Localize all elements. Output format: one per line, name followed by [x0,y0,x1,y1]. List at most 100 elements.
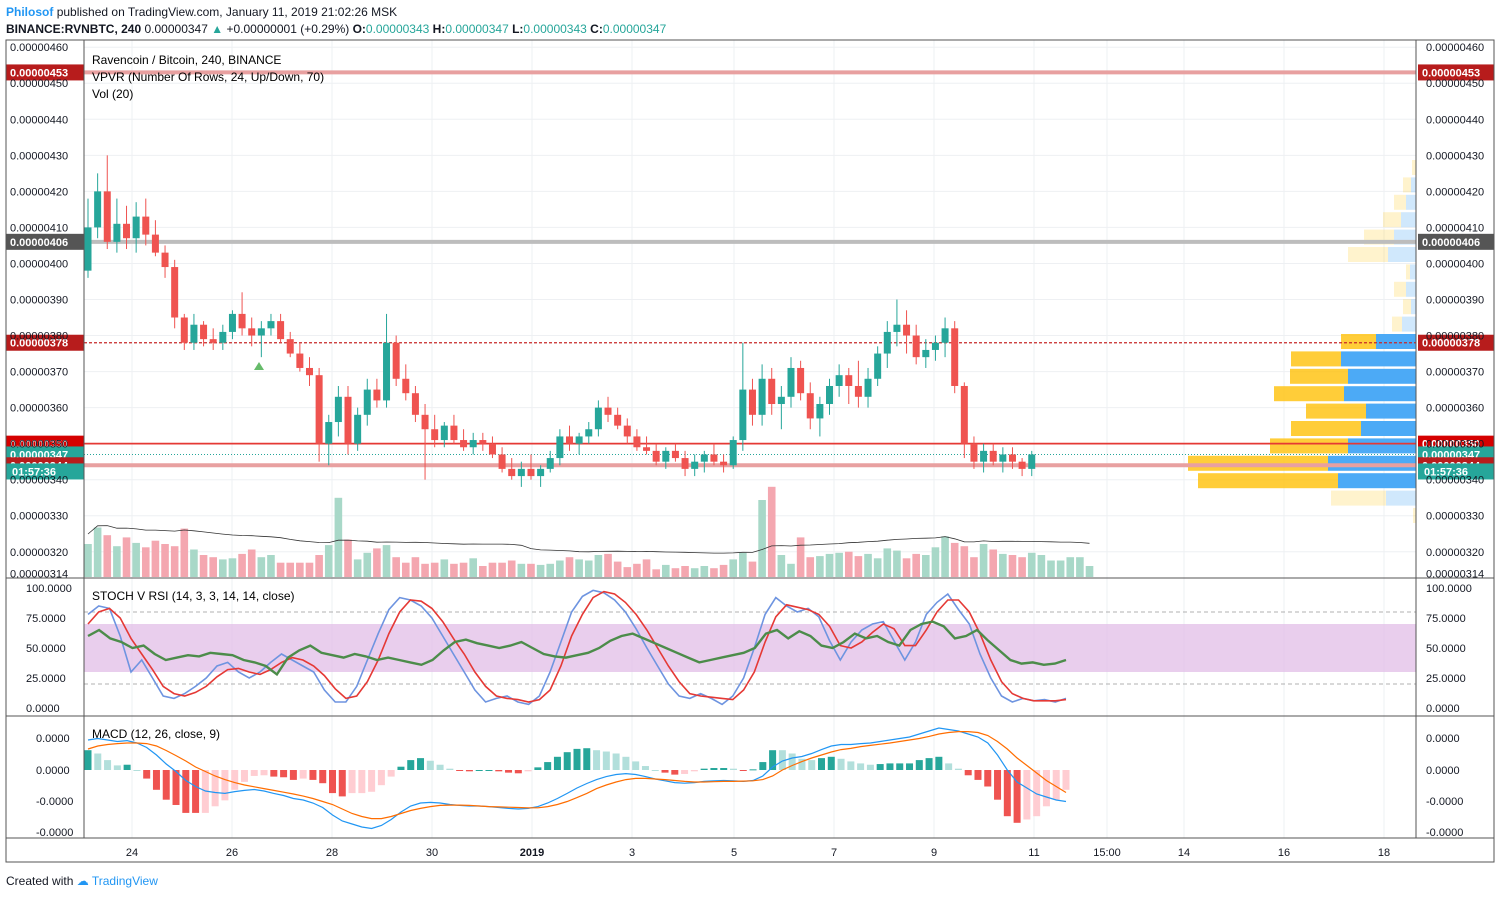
candle[interactable] [334,385,342,437]
candle[interactable] [585,422,593,444]
candle[interactable] [777,385,785,430]
candle[interactable] [219,324,227,350]
candle[interactable] [392,335,400,386]
candle[interactable] [797,360,805,401]
candle[interactable] [277,313,285,343]
macd-signal-line[interactable] [87,731,1067,820]
candle[interactable] [325,414,333,466]
candle[interactable] [450,414,458,444]
candle[interactable] [123,205,131,250]
candle[interactable] [479,432,487,451]
candle[interactable] [238,292,246,336]
candle[interactable] [286,331,294,358]
candle[interactable] [845,367,853,405]
candle[interactable] [691,454,699,477]
candle[interactable] [1008,447,1016,469]
candle[interactable] [970,436,978,469]
candle[interactable] [729,436,737,469]
candle[interactable] [989,443,997,466]
candle[interactable] [460,429,468,451]
candle[interactable] [768,367,776,415]
candle[interactable] [190,313,198,350]
candle[interactable] [344,385,352,455]
author-name[interactable]: Philosof [6,5,54,19]
candle[interactable] [614,407,622,430]
candle[interactable] [440,422,448,448]
candle[interactable] [228,310,236,340]
candle[interactable] [171,259,179,329]
candle[interactable] [710,443,718,466]
candle[interactable] [527,454,535,480]
candle[interactable] [681,450,689,477]
candle[interactable] [826,378,834,415]
candle[interactable] [421,404,429,480]
candle[interactable] [951,321,959,394]
candle[interactable] [103,155,111,250]
candle[interactable] [566,425,573,451]
candle[interactable] [893,299,901,347]
stoch-d-line[interactable] [87,590,1067,703]
candle[interactable] [383,313,391,408]
candle[interactable] [864,367,872,408]
candle[interactable] [623,418,631,444]
candle[interactable] [912,324,920,365]
candle[interactable] [488,436,496,459]
candle[interactable] [373,378,381,408]
candle[interactable] [305,357,313,386]
candle[interactable] [643,436,651,455]
candle[interactable] [209,328,217,350]
candle[interactable] [575,432,583,455]
candle[interactable] [402,364,410,401]
candle[interactable] [960,382,968,459]
candle[interactable] [161,245,169,278]
candles[interactable] [84,155,1036,487]
candle[interactable] [748,378,756,426]
candle[interactable] [537,465,545,487]
candle[interactable] [1018,458,1026,477]
candle[interactable] [151,220,159,257]
candle[interactable] [180,313,188,350]
candle[interactable] [903,310,911,354]
macd-panel[interactable]: 0.0000 0.0000 0.0000 0.0000 -0.0000 -0.0000 -0… [36,727,1463,839]
candle[interactable] [94,173,102,239]
candle[interactable] [662,447,670,469]
candle[interactable] [787,357,795,408]
candle[interactable] [999,447,1007,473]
candle[interactable] [720,454,728,473]
candle[interactable] [84,198,92,278]
candle[interactable] [267,313,275,336]
candle[interactable] [633,429,641,451]
candle[interactable] [498,447,506,473]
candle[interactable] [315,367,323,462]
candle[interactable] [556,429,564,466]
candle[interactable] [922,339,930,368]
tradingview-link[interactable]: TradingView [91,874,158,888]
candle[interactable] [469,432,477,455]
macd-line[interactable] [87,727,1067,830]
candle[interactable] [431,414,439,448]
candle[interactable] [874,346,882,386]
candle[interactable] [854,360,862,408]
candle[interactable] [941,317,949,358]
candle[interactable] [652,443,660,466]
candle[interactable] [508,458,516,480]
candle[interactable] [546,450,554,473]
candle[interactable] [517,461,525,487]
candle[interactable] [700,450,708,473]
candle[interactable] [806,382,814,430]
candle[interactable] [931,335,939,361]
candle[interactable] [980,443,988,473]
candle[interactable] [883,321,891,368]
candle[interactable] [594,400,602,437]
candle[interactable] [248,317,256,347]
candle[interactable] [142,198,150,246]
candle[interactable] [1028,450,1036,477]
candle[interactable] [671,443,679,462]
candle[interactable] [604,396,612,423]
candle[interactable] [132,202,140,253]
candle[interactable] [200,321,208,347]
candle[interactable] [363,378,371,426]
candle[interactable] [257,321,265,358]
stoch-k-line[interactable] [87,589,1067,706]
candle[interactable] [758,364,766,426]
